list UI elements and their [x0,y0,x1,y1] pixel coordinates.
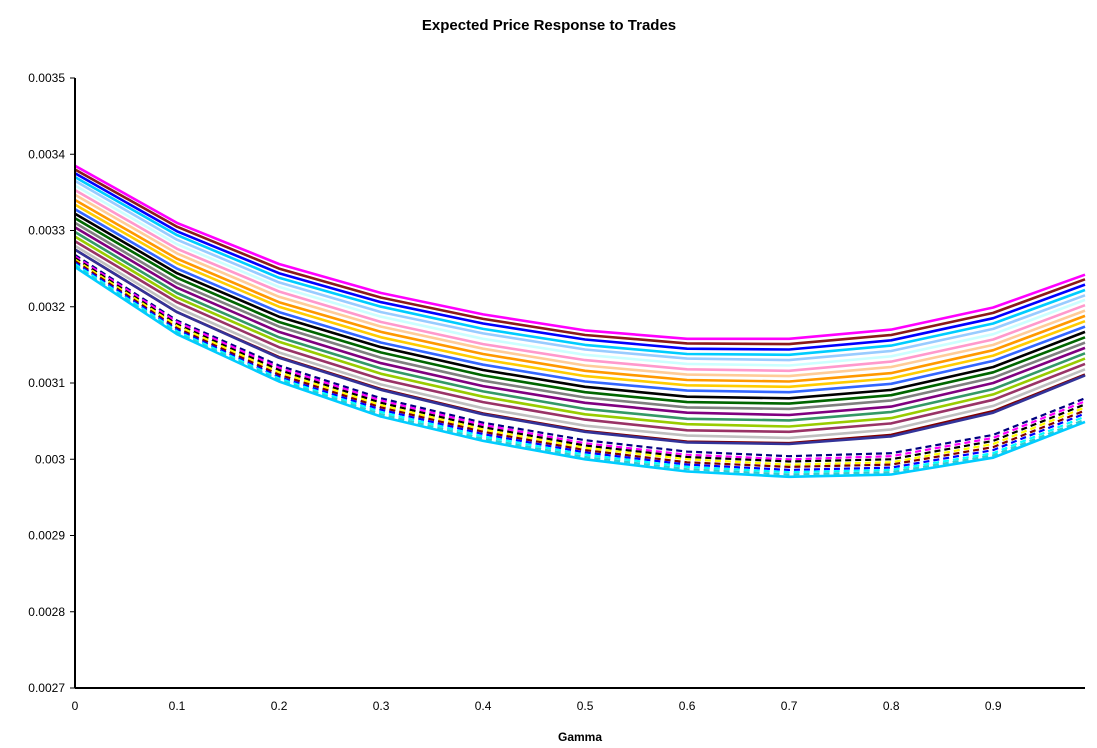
series-line-22 [74,252,1086,455]
series-line-14 [74,221,1086,411]
y-tick-label-5: 0.0031 [28,376,65,390]
series-line-28 [74,261,1086,471]
x-tick-label-9: 0.8 [883,699,900,713]
series-line-26 [74,258,1086,466]
series-line-24 [74,255,1086,461]
series-line-12 [74,212,1086,400]
series-line-10 [74,203,1086,389]
series-line-15 [74,226,1086,417]
axis-layer [74,78,1085,689]
x-tick-label-10: 0.9 [985,699,1002,713]
series-line-21 [74,248,1086,446]
series-line-3 [74,172,1086,351]
y-tick-label-1: 0.0027 [28,681,65,695]
x-tick-label-2: 0.1 [169,699,186,713]
y-tick-label-2: 0.0028 [28,605,65,619]
series-line-5 [74,179,1086,362]
series-line-1 [74,164,1086,341]
x-tick-label-8: 0.7 [781,699,798,713]
x-tick-label-5: 0.4 [475,699,492,713]
x-tick-label-6: 0.5 [577,699,594,713]
y-tick-label-9: 0.0035 [28,71,65,85]
series-layer [74,164,1086,479]
y-tick-label-6: 0.0032 [28,300,65,314]
chart-title: Expected Price Response to Trades [422,17,676,34]
series-line-31 [74,266,1086,479]
series-line-4 [74,175,1086,357]
series-line-17 [74,235,1086,428]
series-line-9 [74,198,1086,383]
x-tick-label-3: 0.2 [271,699,288,713]
series-line-19 [74,244,1086,440]
x-tick-label-7: 0.6 [679,699,696,713]
series-line-6 [74,184,1086,367]
series-line-23 [74,253,1086,458]
series-line-13 [74,217,1086,405]
x-tick-label-1: 0 [72,699,79,713]
series-line-8 [74,193,1086,378]
y-tick-label-7: 0.0033 [28,224,65,238]
series-line-30 [74,264,1086,476]
tick-layer: 0.0027 0.0028 0.0029 0.003 0.0031 0.0032 0.003… [28,71,1002,713]
y-tick-label-4: 0.003 [35,452,65,466]
series-line-7 [74,188,1086,373]
y-tick-label-3: 0.0029 [28,529,65,543]
series-line-29 [74,263,1086,474]
series-line-2 [74,168,1086,346]
y-tick-label-8: 0.0034 [28,147,65,161]
series-line-25 [74,257,1086,463]
series-line-16 [74,230,1086,422]
series-line-27 [74,260,1086,468]
x-axis-label: Gamma [558,730,602,744]
series-line-18 [74,240,1086,434]
series-line-11 [74,208,1086,394]
x-tick-label-4: 0.3 [373,699,390,713]
